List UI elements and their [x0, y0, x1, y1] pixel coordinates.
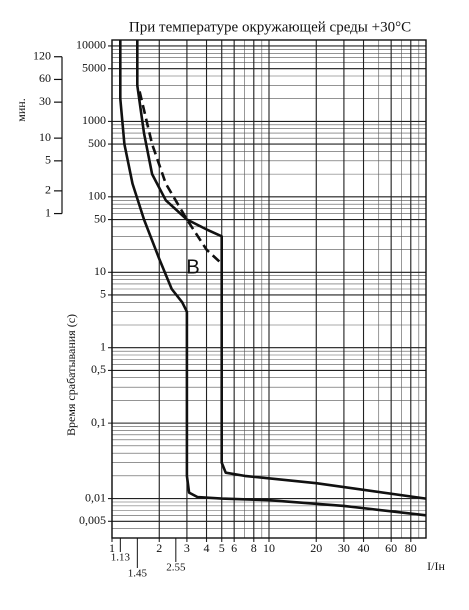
y-tick-label: 1 — [100, 339, 106, 353]
y-tick-label: 500 — [88, 136, 106, 150]
chart-title: При температуре окружающей среды +30°С — [129, 19, 411, 35]
x-tick-label: 40 — [358, 541, 370, 555]
x-tick-label: 10 — [263, 541, 275, 555]
curve — [138, 91, 223, 265]
x-tick-label: 3 — [184, 541, 190, 555]
y-tick-label: 10 — [94, 264, 106, 278]
x-mark-label: 1.13 — [111, 552, 131, 564]
x-tick-label: 2 — [156, 541, 162, 555]
y2-tick-label: 2 — [45, 183, 51, 197]
y2-tick-label: 10 — [39, 130, 51, 144]
y-tick-label: 1000 — [82, 113, 106, 127]
annotation: B — [186, 256, 199, 278]
curve — [136, 40, 427, 500]
curve — [119, 40, 427, 517]
y-tick-label: 5 — [100, 287, 106, 301]
y2-tick-label: 120 — [33, 48, 51, 62]
y-tick-label: 10000 — [76, 38, 106, 52]
y-tick-label: 5000 — [82, 60, 106, 74]
y2-tick-label: 5 — [45, 153, 51, 167]
x-tick-label: 1 — [109, 541, 115, 555]
y2-axis-label: мин. — [14, 98, 28, 121]
x-mark-label: 2.55 — [166, 562, 186, 574]
y-tick-label: 100 — [88, 189, 106, 203]
x-tick-label: 60 — [385, 541, 397, 555]
plot-frame — [111, 39, 427, 539]
y2-tick-label: 30 — [39, 94, 51, 108]
y-tick-label: 0,5 — [91, 362, 106, 376]
x-tick-label: 30 — [338, 541, 350, 555]
y-tick-label: 50 — [94, 211, 106, 225]
x-tick-label: 6 — [231, 541, 237, 555]
x-axis-label: I/Iн — [427, 559, 445, 573]
y2-tick-label: 60 — [39, 71, 51, 85]
y2-tick-label: 1 — [45, 205, 51, 219]
x-tick-label: 20 — [310, 541, 322, 555]
x-tick-label: 8 — [251, 541, 257, 555]
x-tick-label: 4 — [204, 541, 210, 555]
y-tick-label: 0,01 — [85, 490, 106, 504]
x-tick-label: 5 — [219, 541, 225, 555]
y-axis-label: Время срабатывания (с) — [64, 314, 78, 436]
x-mark-label: 1.45 — [128, 568, 148, 580]
y-tick-label: 0,005 — [79, 513, 106, 527]
y-tick-label: 0,1 — [91, 415, 106, 429]
x-tick-label: 80 — [405, 541, 417, 555]
